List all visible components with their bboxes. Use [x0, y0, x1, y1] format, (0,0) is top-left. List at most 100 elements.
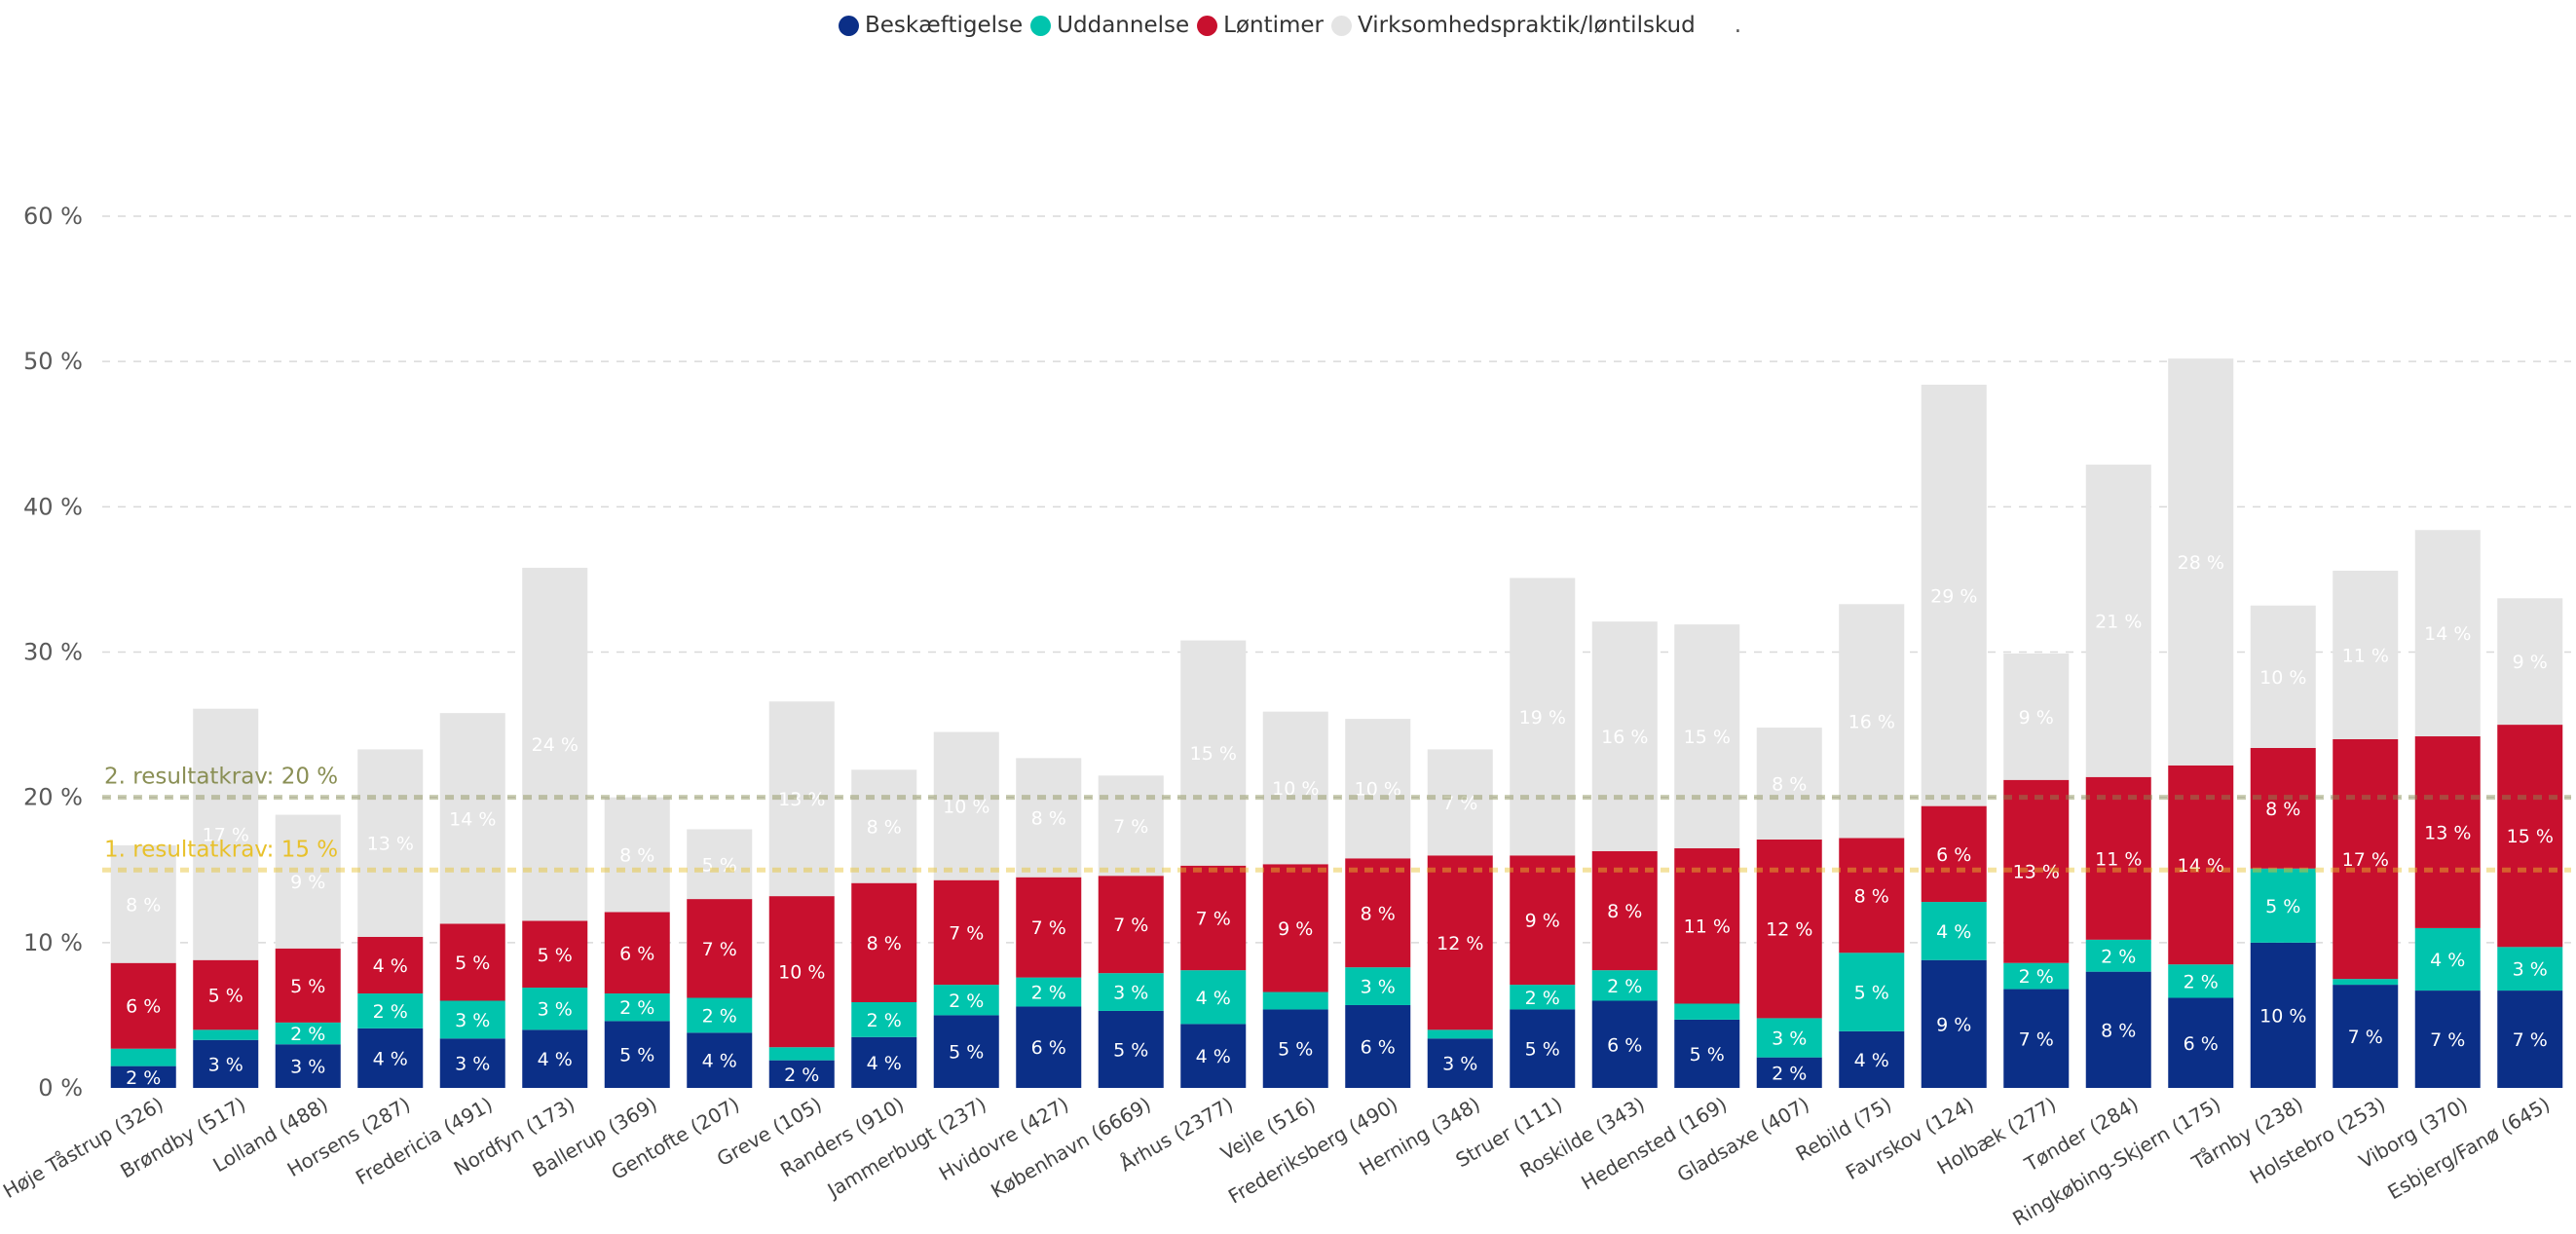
bar-segment [1098, 775, 1164, 877]
data-label: 4 % [867, 1053, 902, 1074]
x-tick-label: Fredericia (491) [352, 1093, 497, 1190]
data-label: 4 % [1196, 988, 1231, 1009]
data-label: 4 % [1854, 1050, 1889, 1071]
bar-segment [1016, 758, 1082, 878]
data-label: 8 % [2265, 799, 2300, 820]
bar-segment [357, 936, 424, 994]
y-tick-label: 40 % [23, 493, 83, 520]
data-label: 5 % [1854, 983, 1889, 1004]
data-label: 19 % [1519, 707, 1566, 729]
data-label: 4 % [538, 1049, 573, 1070]
data-label: 7 % [2513, 1029, 2548, 1051]
bar-segment [2168, 964, 2234, 998]
legend-item[interactable]: Løntimer [1197, 13, 1324, 38]
data-label: 5 % [702, 854, 737, 876]
data-label: 8 % [2101, 1020, 2136, 1041]
legend-item[interactable]: Virksomhedspraktik/løntilskud [1331, 13, 1696, 38]
bar-segment [1016, 1006, 1082, 1088]
data-label: 2 % [373, 1001, 408, 1023]
bar-segment [1262, 1009, 1328, 1088]
bar-segment [357, 749, 424, 937]
y-tick-label: 20 % [23, 784, 83, 811]
bar-segment [687, 997, 753, 1033]
data-label: 21 % [2095, 611, 2142, 632]
bar-segment [439, 1000, 505, 1039]
bar-segment [193, 959, 259, 1030]
data-label: 7 % [1031, 917, 1066, 939]
bar-segment [1016, 877, 1082, 978]
bar-segment [275, 814, 341, 949]
data-label: 4 % [702, 1051, 737, 1072]
y-tick-label: 0 % [38, 1074, 83, 1102]
bar-segment [2497, 598, 2563, 726]
bar-segment [2168, 997, 2234, 1088]
bar-segment [439, 1038, 505, 1088]
data-label: 3 % [290, 1057, 325, 1078]
data-label: 9 % [290, 872, 325, 893]
data-label: 10 % [778, 962, 825, 984]
data-label: 13 % [2013, 862, 2060, 883]
data-label: 11 % [2095, 848, 2142, 870]
data-label: 3 % [538, 999, 573, 1021]
bar-segment [522, 1029, 588, 1088]
data-label: 5 % [1690, 1044, 1725, 1066]
bar-segment [851, 882, 917, 1002]
y-tick-label: 50 % [23, 348, 83, 375]
bar-segment [851, 1036, 917, 1088]
data-label: 7 % [2348, 1027, 2383, 1048]
data-label: 13 % [367, 834, 414, 855]
bar-segment [851, 769, 917, 883]
bar-segment [1510, 855, 1576, 986]
data-label: 2 % [1031, 983, 1066, 1004]
data-label: 15 % [1190, 743, 1237, 765]
bar-segment [1427, 749, 1493, 856]
bar-segment [687, 1032, 753, 1088]
bar-segment [1756, 1018, 1822, 1058]
data-label: 24 % [532, 734, 579, 756]
bar-segment [2250, 605, 2316, 748]
data-label: 10 % [2259, 1005, 2306, 1027]
legend-swatch [838, 15, 859, 36]
data-label: 5 % [208, 986, 243, 1007]
bar-segment [1098, 973, 1164, 1011]
data-label: 6 % [2184, 1033, 2219, 1055]
bar-segment [1591, 970, 1658, 1001]
bar-segment [933, 1015, 999, 1088]
legend-label: Uddannelse [1057, 13, 1190, 38]
data-label: 10 % [2259, 667, 2306, 689]
bar-segment [604, 993, 670, 1022]
data-label: 8 % [1031, 808, 1066, 830]
bar-segment [193, 708, 259, 960]
data-label: 8 % [619, 845, 654, 867]
data-label: 13 % [2424, 822, 2471, 843]
data-label: 3 % [455, 1010, 490, 1031]
bar-segment [1674, 847, 1740, 1004]
legend-item[interactable]: Beskæftigelse [838, 13, 1023, 38]
bar-segment [1921, 805, 1987, 903]
data-label: 14 % [2178, 855, 2224, 877]
data-label: 8 % [1607, 901, 1642, 922]
bar-segment [1427, 1029, 1493, 1039]
bar-segment [2003, 779, 2070, 963]
data-label: 4 % [373, 955, 408, 977]
data-label: 5 % [1278, 1039, 1313, 1061]
data-label: 5 % [619, 1045, 654, 1066]
data-label: 3 % [1361, 977, 1396, 998]
bar-segment [1756, 839, 1822, 1019]
bar-segment [604, 912, 670, 994]
legend-item[interactable]: Uddannelse [1030, 13, 1189, 38]
bar-segment [1345, 858, 1411, 968]
data-label: 10 % [1355, 779, 1401, 801]
data-label: 7 % [1442, 793, 1477, 814]
bar-segment [357, 993, 424, 1028]
data-label: 9 % [1278, 918, 1313, 940]
bar-segment [1427, 855, 1493, 1030]
bar-segment [1180, 970, 1247, 1025]
bar-segment [2333, 985, 2399, 1088]
bar-segment [2003, 962, 2070, 990]
bar-segment [1839, 838, 1905, 954]
bar-segment [193, 1029, 259, 1040]
bar-segment [604, 797, 670, 913]
bar-segment [2333, 979, 2399, 986]
